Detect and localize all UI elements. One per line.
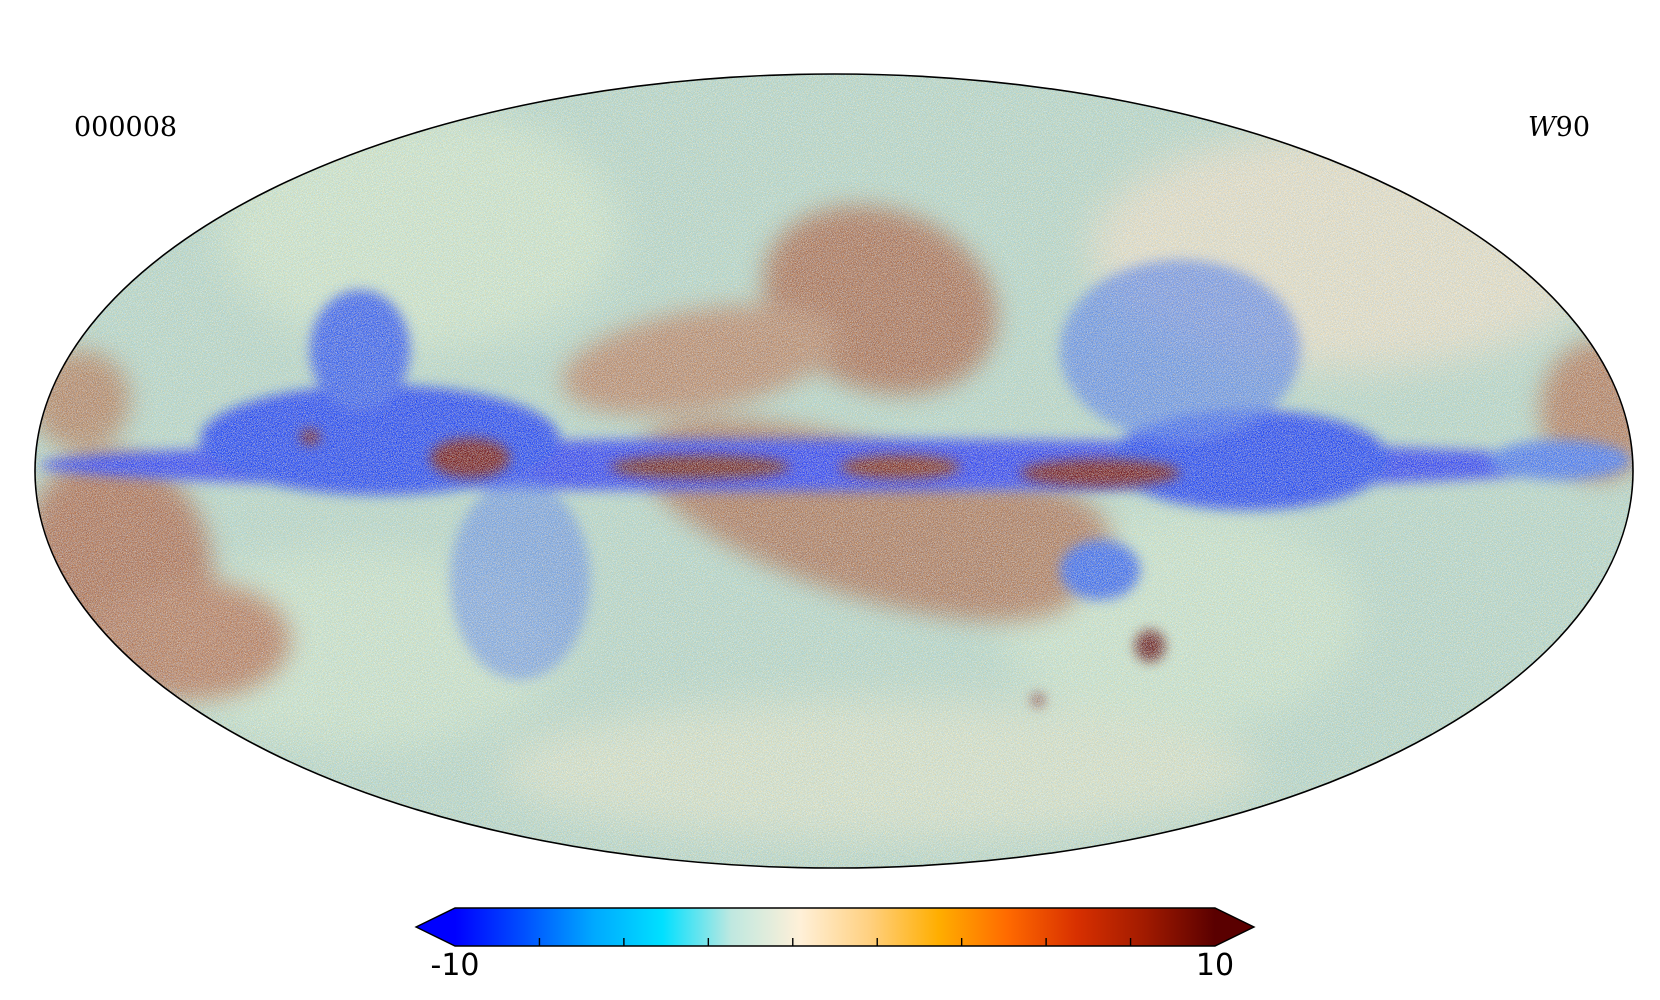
colorbar-extend-low xyxy=(416,908,455,946)
colorbar-ticks xyxy=(538,938,1132,946)
blue-speckle xyxy=(35,74,1633,868)
colorbar xyxy=(414,907,1256,947)
colorbar-max-label: 10 xyxy=(1195,948,1235,983)
map-id-label: 000008 xyxy=(74,112,178,143)
colorbar-min-label: -10 xyxy=(430,948,480,983)
map-content xyxy=(35,74,1633,868)
colorbar-outline xyxy=(414,907,1256,947)
band-label-letter: W xyxy=(1527,112,1556,143)
band-label: W90 xyxy=(1528,112,1590,143)
map-outline xyxy=(34,73,1634,869)
colorbar-gradient xyxy=(455,908,1215,946)
band-label-number: 90 xyxy=(1555,112,1590,143)
colorbar-extend-high xyxy=(1215,908,1254,946)
